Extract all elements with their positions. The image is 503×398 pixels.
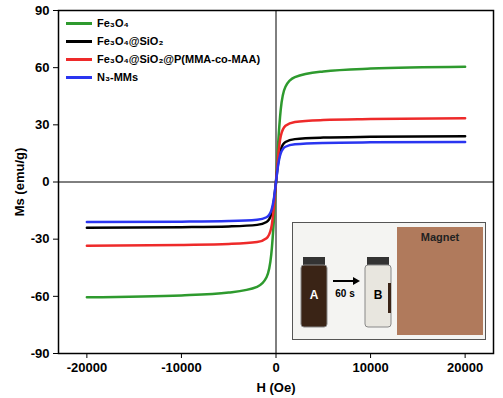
svg-text:90: 90 xyxy=(35,3,49,18)
svg-text:-60: -60 xyxy=(31,288,50,303)
svg-text:20000: 20000 xyxy=(447,360,483,375)
svg-text:60 s: 60 s xyxy=(335,288,355,299)
svg-text:Ms (emu/g): Ms (emu/g) xyxy=(12,148,27,217)
svg-text:Magnet: Magnet xyxy=(421,231,460,243)
svg-text:-10000: -10000 xyxy=(161,360,201,375)
svg-text:-20000: -20000 xyxy=(67,360,107,375)
html-text:Fe₃O₄@SiO₂@P(MMA-co-MAA): Fe₃O₄@SiO₂@P(MMA-co-MAA) xyxy=(97,53,261,65)
svg-text:A: A xyxy=(310,288,319,302)
svg-text:0: 0 xyxy=(272,360,279,375)
html-text:Fe₃O₄: Fe₃O₄ xyxy=(97,17,129,29)
svg-text:-30: -30 xyxy=(31,231,50,246)
html-text:N₃-MMs: N₃-MMs xyxy=(97,71,139,83)
html-text:Fe₃O₄@SiO₂: Fe₃O₄@SiO₂ xyxy=(97,35,164,47)
svg-text:60: 60 xyxy=(35,60,49,75)
svg-text:B: B xyxy=(374,288,383,302)
svg-text:0: 0 xyxy=(42,174,49,189)
svg-text:10000: 10000 xyxy=(352,360,388,375)
svg-text:H (Oe): H (Oe) xyxy=(257,380,296,395)
svg-text:-90: -90 xyxy=(31,346,50,361)
svg-text:30: 30 xyxy=(35,117,49,132)
